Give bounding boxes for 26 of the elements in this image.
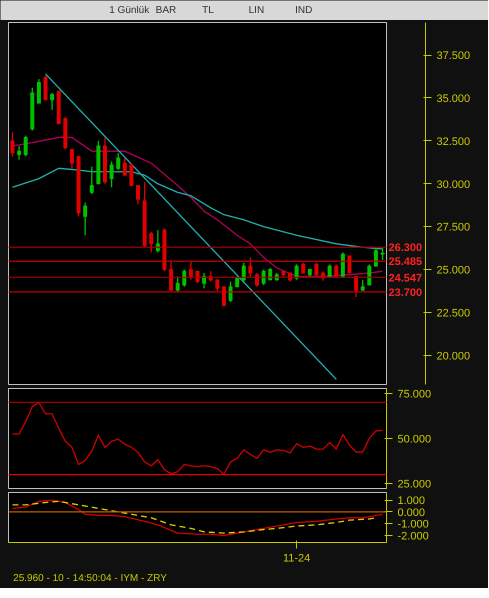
y-tick-label: 50.000 — [398, 434, 432, 446]
y-tick-label: 27.500 — [436, 222, 470, 234]
ref-line-label: 23.700 — [388, 286, 422, 299]
y-tick-label: 35.000 — [436, 92, 470, 105]
text: 25.960 - 10 - 14:50:04 - IYM - ZRY — [13, 573, 168, 584]
text: LIN — [248, 5, 264, 16]
y-tick-label: 1.000 — [398, 495, 426, 508]
text: 1 Günlük — [109, 5, 150, 16]
text: IND — [295, 5, 312, 16]
y-tick-label: 32.500 — [436, 136, 470, 148]
ref-line-label: 26.300 — [388, 242, 422, 254]
y-tick-label: 25.000 — [398, 478, 432, 491]
ref-line-label: 24.547 — [388, 272, 422, 284]
y-tick-label: 75.000 — [398, 388, 432, 400]
y-tick-label: 25.000 — [436, 264, 470, 277]
y-tick-label: 20.000 — [436, 350, 470, 362]
ref-line-label: 25.485 — [388, 256, 422, 268]
y-tick-label: -2.000 — [398, 530, 429, 542]
text: TL — [202, 5, 214, 16]
text: BAR — [156, 5, 176, 16]
y-tick-label: 37.500 — [436, 50, 470, 62]
y-tick-label: 22.500 — [436, 307, 470, 320]
y-tick-label: -1.000 — [398, 518, 429, 531]
y-tick-label: 0.000 — [398, 506, 426, 519]
x-tick-label: 11-24 — [282, 552, 310, 564]
y-tick-label: 30.000 — [436, 178, 470, 191]
